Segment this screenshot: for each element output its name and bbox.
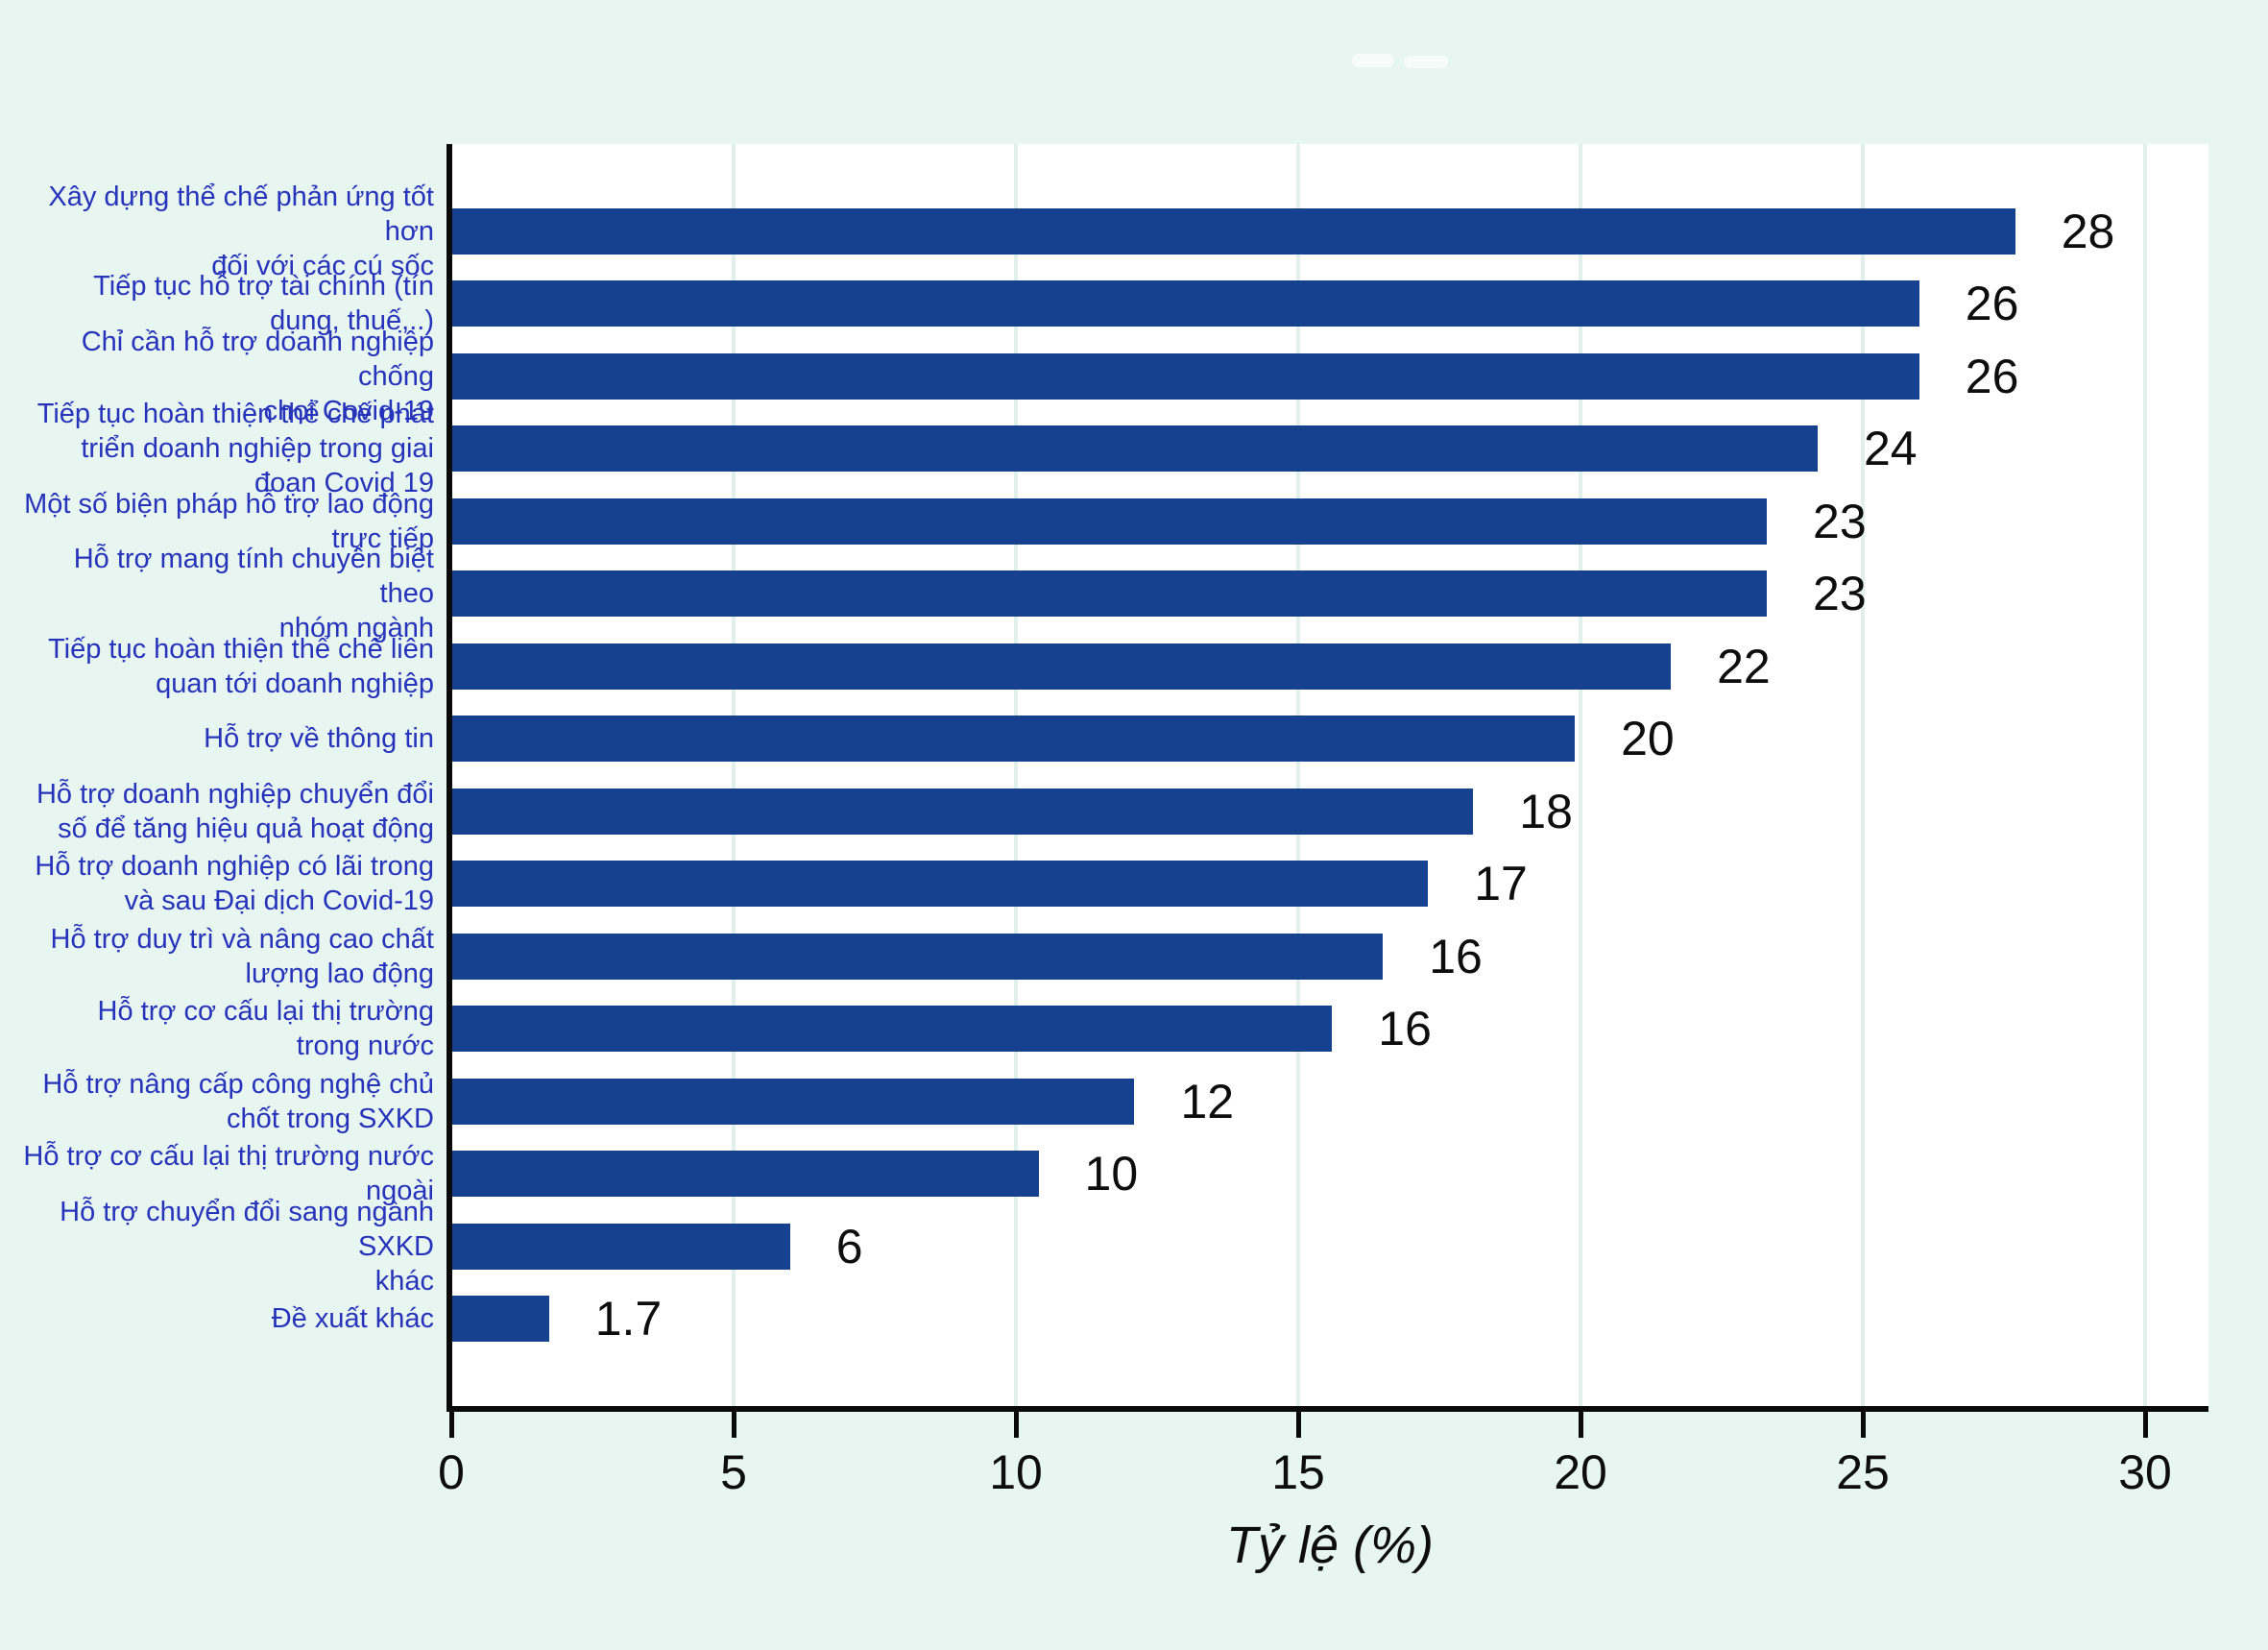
gridline — [1296, 144, 1300, 1407]
bar — [451, 643, 1672, 690]
bar-value-label: 26 — [1965, 277, 2019, 331]
bar-value-label: 18 — [1519, 784, 1573, 838]
bar — [451, 861, 1429, 908]
x-tick-label: 25 — [1836, 1445, 1890, 1499]
x-tick-mark — [1579, 1412, 1583, 1438]
artifact-smudge — [1352, 54, 1394, 67]
category-label: Hỗ trợ cơ cấu lại thị trường nước ngoài — [23, 1141, 434, 1207]
category-label: Hỗ trợ cơ cấu lại thị trường trong nước — [97, 996, 434, 1062]
gridline — [2143, 144, 2147, 1407]
category-label: Tiếp tục hoàn thiện thể chế phát triển d… — [36, 399, 434, 499]
bar — [451, 352, 1919, 400]
category-label: Hỗ trợ về thông tin — [204, 723, 434, 755]
gridline — [1861, 144, 1865, 1407]
bar — [451, 570, 1768, 618]
bar — [451, 1006, 1333, 1053]
bar — [451, 1151, 1039, 1198]
bar — [451, 716, 1576, 763]
bar-value-label: 1.7 — [594, 1292, 663, 1347]
x-tick-mark — [732, 1412, 736, 1438]
bar — [451, 1078, 1135, 1125]
bar-value-label: 16 — [1378, 1002, 1432, 1056]
x-tick-label: 5 — [720, 1445, 747, 1499]
bar-value-label: 12 — [1180, 1074, 1235, 1128]
bar — [451, 1296, 549, 1343]
bar — [451, 788, 1474, 835]
bar-value-label: 24 — [1863, 422, 1918, 476]
x-axis-title: Tỷ lệ (%) — [1226, 1517, 1434, 1574]
category-label: Hỗ trợ chuyển đổi sang ngành SXKD khác — [60, 1196, 434, 1297]
category-label: Hỗ trợ duy trì và nâng cao chất lượng la… — [50, 923, 434, 989]
x-tick-mark — [2143, 1412, 2148, 1438]
bar-value-label: 23 — [1813, 567, 1867, 621]
bar-value-label: 10 — [1084, 1147, 1139, 1201]
plot-area — [451, 144, 2208, 1407]
bar-value-label: 20 — [1621, 712, 1675, 766]
gridline — [732, 144, 736, 1407]
x-tick-label: 15 — [1271, 1445, 1325, 1499]
bar — [451, 208, 2015, 255]
category-label: Hỗ trợ nâng cấp công nghệ chủ chốt trong… — [42, 1068, 434, 1134]
x-tick-mark — [449, 1412, 454, 1438]
artifact-smudge — [1404, 56, 1448, 68]
x-axis-line — [446, 1406, 2208, 1412]
bar — [451, 497, 1768, 545]
category-label: Tiếp tục hoàn thiện thể chế liên quan tớ… — [48, 633, 434, 699]
category-label: Đề xuất khác — [271, 1303, 434, 1335]
bar-value-label: 6 — [835, 1219, 863, 1274]
category-label: Tiếp tục hỗ trợ tài chính (tín dụng, thu… — [93, 271, 434, 337]
bar — [451, 280, 1919, 328]
bar-value-label: 26 — [1965, 349, 2019, 403]
x-tick-label: 30 — [2118, 1445, 2172, 1499]
y-axis-line — [446, 144, 452, 1412]
bar-value-label: 17 — [1474, 857, 1528, 911]
bar — [451, 1223, 790, 1270]
bar-value-label: 28 — [2061, 205, 2115, 258]
bar-value-label: 16 — [1429, 929, 1483, 983]
category-label: Một số biện pháp hỗ trợ lao động trực ti… — [24, 488, 434, 554]
gridline — [1579, 144, 1582, 1407]
gridline — [1014, 144, 1018, 1407]
category-label: Hỗ trợ doanh nghiệp chuyển đổi số để tăn… — [36, 778, 434, 844]
bar — [451, 425, 1818, 473]
x-tick-mark — [1861, 1412, 1866, 1438]
bar — [451, 933, 1384, 980]
x-tick-mark — [1296, 1412, 1301, 1438]
category-label: Hỗ trợ mang tính chuyên biệt theo nhóm n… — [73, 544, 434, 644]
category-label: Xây dựng thể chế phản ứng tốt hơn đối vớ… — [48, 182, 434, 281]
bar-value-label: 23 — [1813, 494, 1867, 548]
x-tick-label: 0 — [438, 1445, 465, 1499]
category-label: Chỉ cần hỗ trợ doanh nghiệp chống chọi C… — [81, 326, 434, 426]
x-tick-label: 20 — [1554, 1445, 1607, 1499]
x-tick-label: 10 — [989, 1445, 1043, 1499]
category-label: Hỗ trợ doanh nghiệp có lãi trong và sau … — [35, 851, 434, 917]
bar-value-label: 22 — [1717, 639, 1771, 693]
x-tick-mark — [1014, 1412, 1019, 1438]
